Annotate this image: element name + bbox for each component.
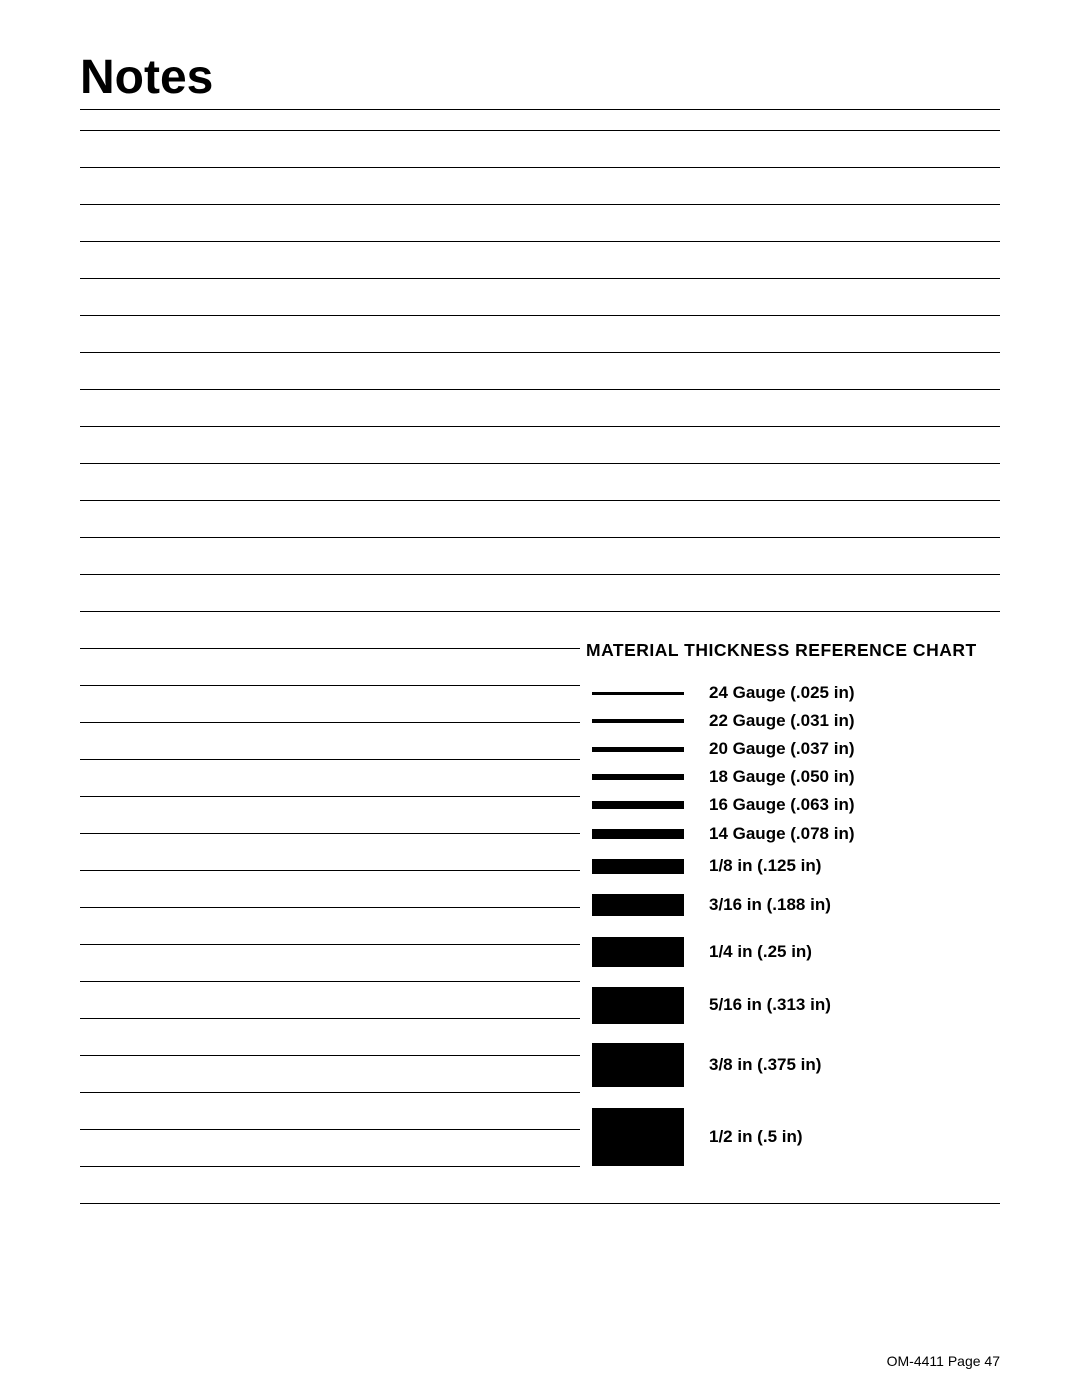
thickness-bar-cell (580, 894, 695, 916)
thickness-label: 16 Gauge (.063 in) (695, 795, 855, 815)
note-line (80, 574, 1000, 575)
thickness-bar-cell (580, 937, 695, 967)
thickness-label: 1/2 in (.5 in) (695, 1127, 803, 1147)
chart-row: 18 Gauge (.050 in) (580, 763, 1000, 791)
chart-row: 1/4 in (.25 in) (580, 927, 1000, 977)
chart-row: 1/2 in (.5 in) (580, 1097, 1000, 1177)
thickness-chart: MATERIAL THICKNESS REFERENCE CHART 24 Ga… (580, 632, 1000, 1177)
chart-row: 20 Gauge (.037 in) (580, 735, 1000, 763)
chart-rows: 24 Gauge (.025 in) 22 Gauge (.031 in) 20 G… (580, 679, 1000, 1177)
thickness-bar-cell (580, 859, 695, 874)
thickness-bar (592, 747, 684, 752)
thickness-label: 24 Gauge (.025 in) (695, 683, 855, 703)
note-line (80, 167, 1000, 168)
thickness-bar (592, 801, 684, 809)
chart-row: 1/8 in (.125 in) (580, 849, 1000, 883)
thickness-label: 14 Gauge (.078 in) (695, 824, 855, 844)
thickness-bar-cell (580, 692, 695, 695)
page-title: Notes (80, 50, 1000, 105)
chart-row: 14 Gauge (.078 in) (580, 819, 1000, 849)
note-line (80, 315, 1000, 316)
note-line (80, 130, 1000, 131)
thickness-bar (592, 937, 684, 967)
thickness-bar-cell (580, 1108, 695, 1166)
thickness-bar-cell (580, 747, 695, 752)
chart-row: 5/16 in (.313 in) (580, 977, 1000, 1033)
note-line (80, 500, 1000, 501)
note-line (80, 241, 1000, 242)
chart-title: MATERIAL THICKNESS REFERENCE CHART (580, 640, 1000, 661)
page-footer: OM-4411 Page 47 (887, 1353, 1000, 1369)
thickness-bar (592, 987, 684, 1024)
thickness-label: 1/4 in (.25 in) (695, 942, 812, 962)
thickness-bar (592, 829, 684, 839)
note-line (80, 278, 1000, 279)
thickness-bar-cell (580, 719, 695, 723)
thickness-bar-cell (580, 987, 695, 1024)
title-rule (80, 109, 1000, 110)
note-line (80, 1203, 1000, 1204)
chart-row: 3/8 in (.375 in) (580, 1033, 1000, 1097)
note-line (80, 204, 1000, 205)
note-line (80, 352, 1000, 353)
thickness-label: 22 Gauge (.031 in) (695, 711, 855, 731)
thickness-bar (592, 774, 684, 780)
thickness-bar (592, 859, 684, 874)
thickness-bar (592, 1108, 684, 1166)
thickness-bar-cell (580, 801, 695, 809)
thickness-label: 1/8 in (.125 in) (695, 856, 821, 876)
page: Notes MATERIAL THICKNESS REFERENCE CHART… (0, 0, 1080, 1397)
thickness-label: 20 Gauge (.037 in) (695, 739, 855, 759)
note-line (80, 463, 1000, 464)
note-line (80, 611, 1000, 612)
thickness-bar (592, 1043, 684, 1087)
thickness-label: 3/16 in (.188 in) (695, 895, 831, 915)
note-line (80, 537, 1000, 538)
note-line (80, 426, 1000, 427)
thickness-bar (592, 692, 684, 695)
thickness-label: 18 Gauge (.050 in) (695, 767, 855, 787)
chart-row: 16 Gauge (.063 in) (580, 791, 1000, 819)
thickness-bar (592, 894, 684, 916)
chart-row: 24 Gauge (.025 in) (580, 679, 1000, 707)
thickness-bar-cell (580, 774, 695, 780)
note-line (80, 389, 1000, 390)
thickness-bar-cell (580, 1043, 695, 1087)
thickness-bar-cell (580, 829, 695, 839)
chart-row: 22 Gauge (.031 in) (580, 707, 1000, 735)
thickness-label: 5/16 in (.313 in) (695, 995, 831, 1015)
chart-row: 3/16 in (.188 in) (580, 883, 1000, 927)
thickness-label: 3/8 in (.375 in) (695, 1055, 821, 1075)
thickness-bar (592, 719, 684, 723)
